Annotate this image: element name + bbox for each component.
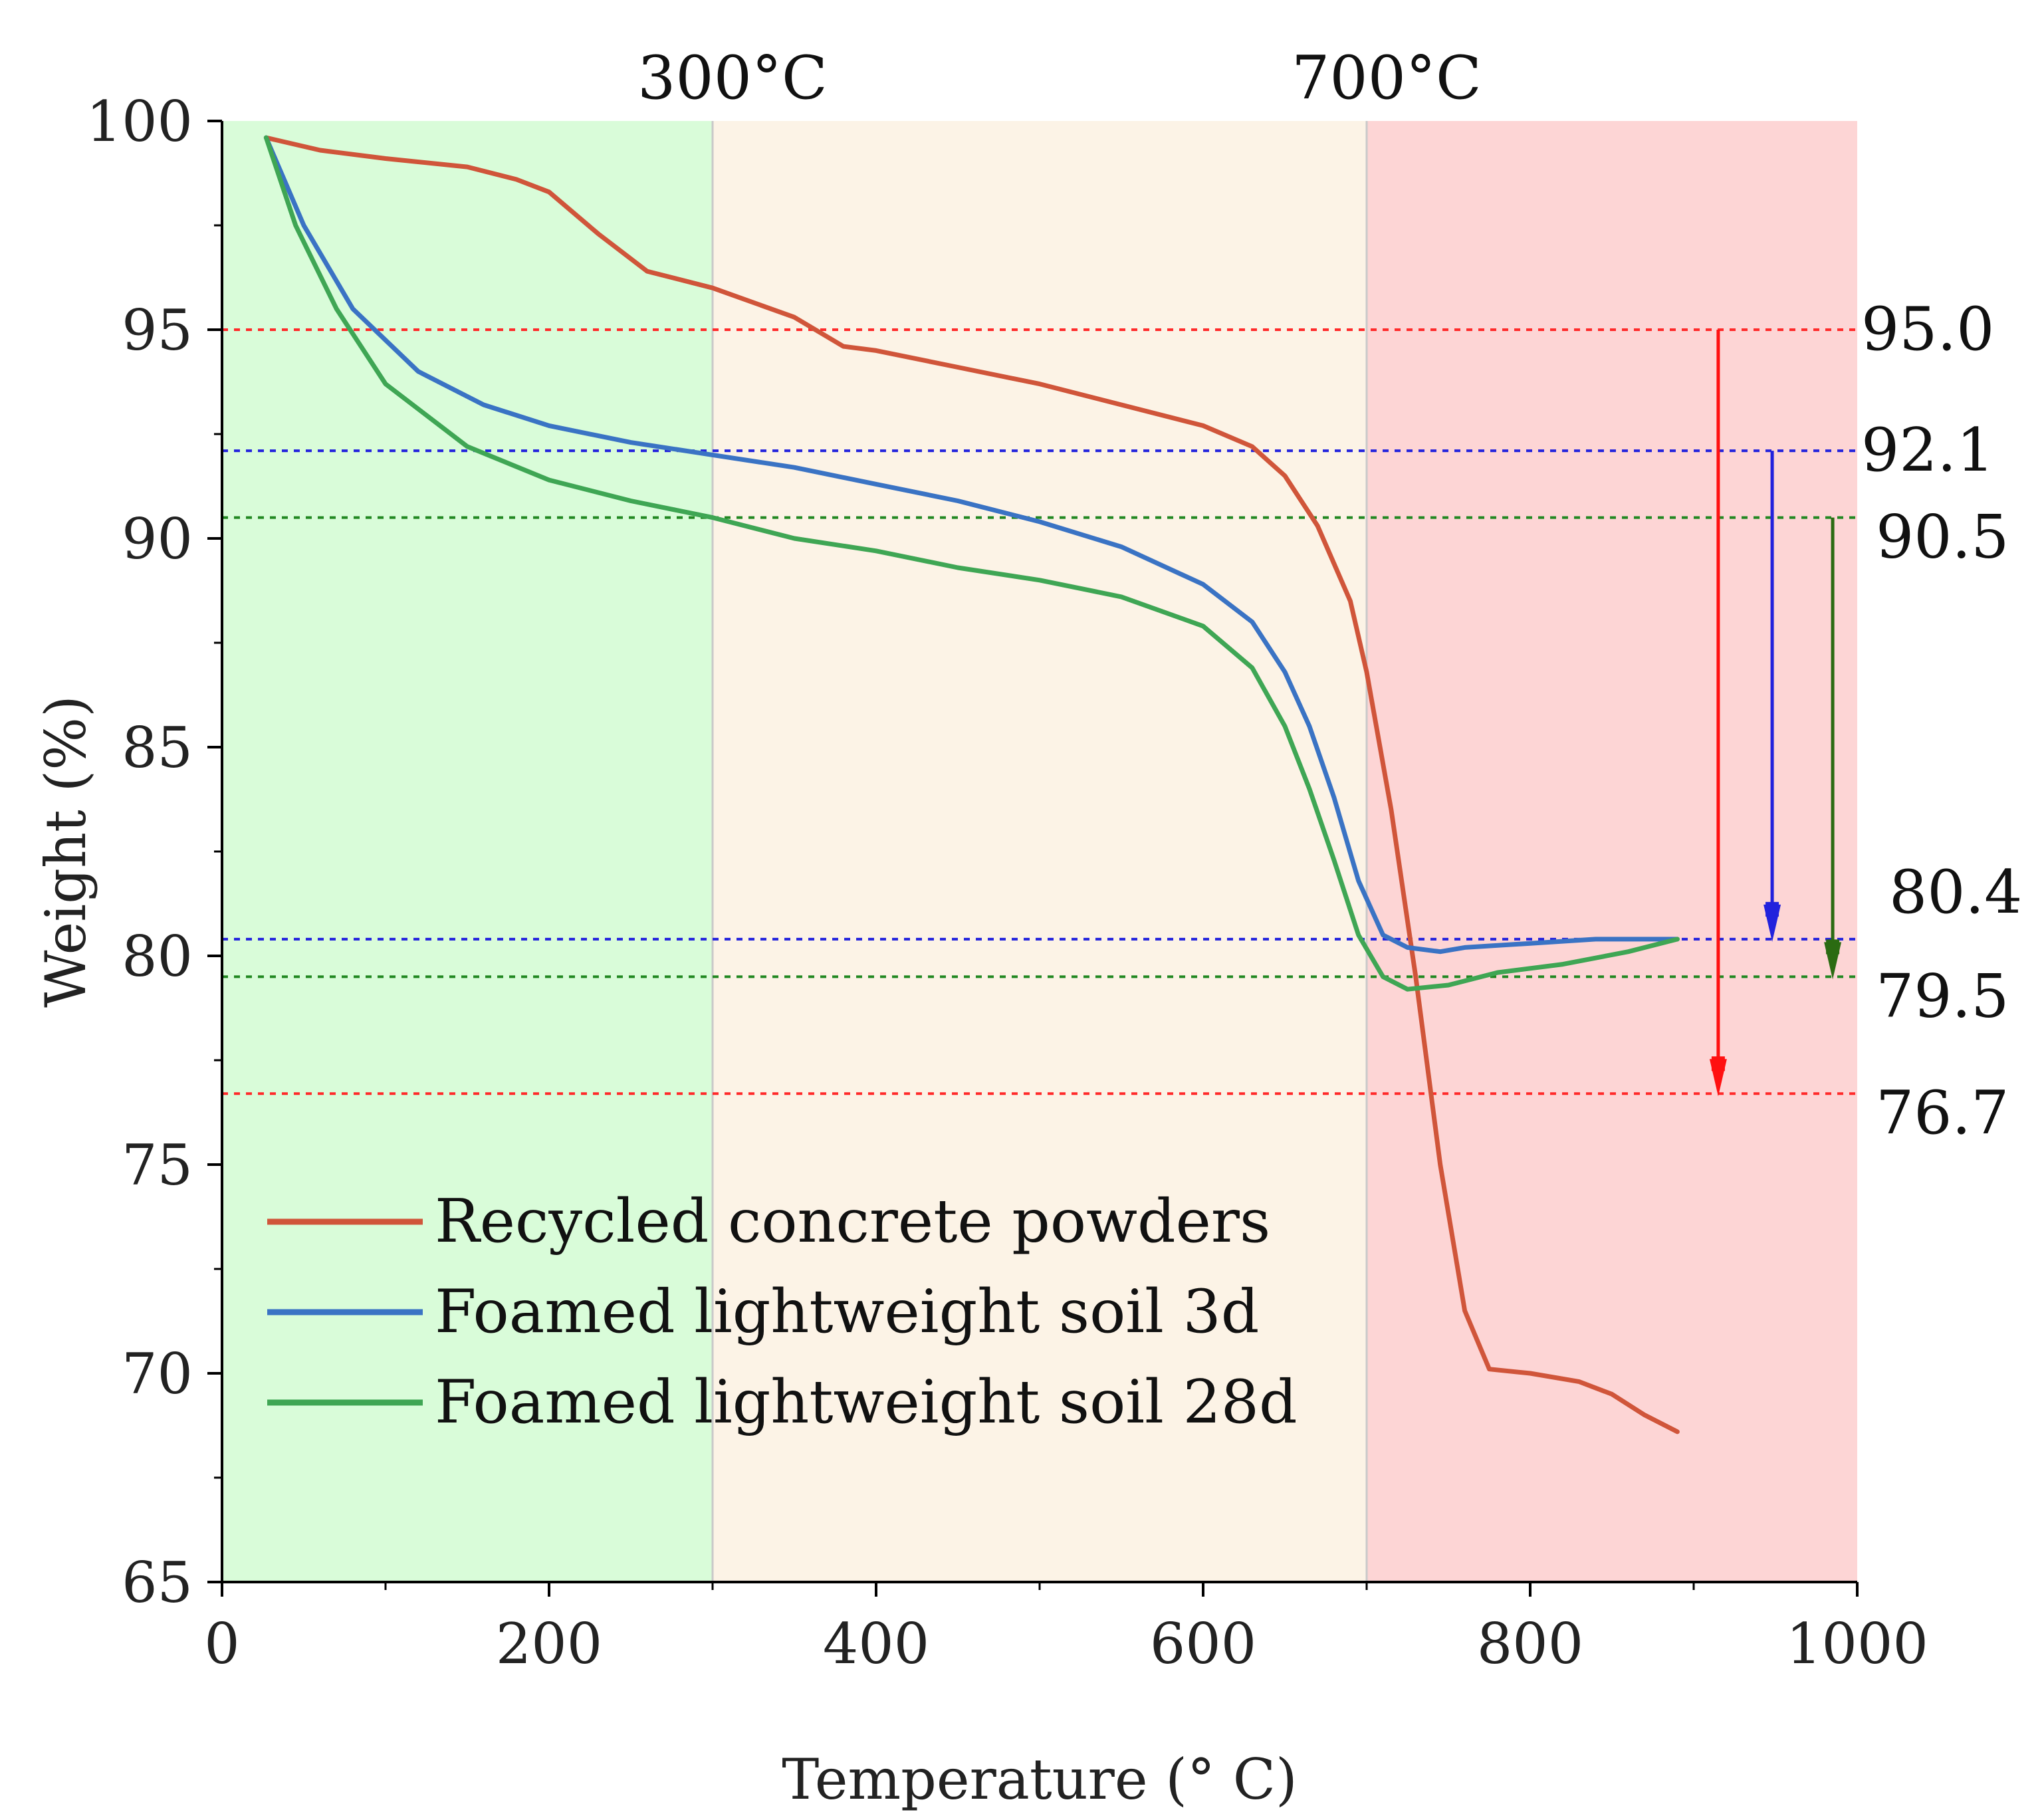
x-tick-label: 1000: [1786, 1611, 1928, 1676]
arrow-head-base: [1765, 901, 1779, 917]
x-tick-label: 200: [496, 1611, 602, 1676]
x-tick-label: 600: [1150, 1611, 1256, 1676]
legend-label: Recycled concrete powders: [435, 1187, 1270, 1256]
reference-value-label: 76.7: [1876, 1078, 2009, 1148]
legend: Recycled concrete powders Foamed lightwei…: [267, 1187, 1298, 1437]
y-tick-label: 80: [122, 924, 193, 989]
y-tick-label: 85: [122, 715, 193, 780]
region-mid: [713, 121, 1367, 1582]
legend-label: Foamed lightweight soil 3d: [435, 1277, 1259, 1347]
x-tick-label: 400: [823, 1611, 929, 1676]
legend-label: Foamed lightweight soil 28d: [435, 1367, 1298, 1437]
reference-value-label: 92.1: [1861, 415, 1994, 485]
reference-lines: [222, 328, 1857, 1095]
region-low: [222, 121, 713, 1582]
y-tick-label: 95: [122, 298, 193, 363]
y-tick-label: 75: [122, 1133, 193, 1198]
y-tick-label: 100: [86, 89, 193, 154]
y-tick-label: 65: [122, 1550, 193, 1615]
arrow-head-base: [1826, 939, 1840, 955]
temperature-regions: [222, 121, 1857, 1582]
reference-value-label: 95.0: [1861, 294, 1994, 364]
y-axis-title: Weight (%): [33, 695, 98, 1008]
series-line: [263, 135, 1680, 955]
x-tick-label: 800: [1477, 1611, 1583, 1676]
region-high: [1367, 121, 1857, 1582]
reference-value-label: 90.5: [1876, 503, 2009, 572]
x-axis-title: Temperature (° C): [782, 1747, 1298, 1812]
series-line: [263, 135, 1680, 992]
region-top-label: 300°C: [637, 43, 828, 113]
reference-value-label: 79.5: [1876, 961, 2009, 1031]
region-top-label: 700°C: [1292, 43, 1482, 113]
reference-value-label: 80.4: [1889, 857, 2022, 927]
arrow-head-base: [1711, 1056, 1725, 1072]
axes: 0 200 400 600 800 1000 65 70 75 80 85 90 95 100 Temper…: [33, 89, 1928, 1812]
series-line: [263, 135, 1680, 1434]
annotation-labels: 300°C 700°C 95.0 92.1 90.5 80.4 79.5 76.7: [637, 43, 2022, 1148]
y-tick-label: 70: [122, 1341, 193, 1407]
x-tick-label: 0: [204, 1611, 239, 1676]
data-series: [263, 135, 1680, 1434]
y-tick-label: 90: [122, 507, 193, 572]
loss-arrows: [1709, 330, 1842, 1097]
